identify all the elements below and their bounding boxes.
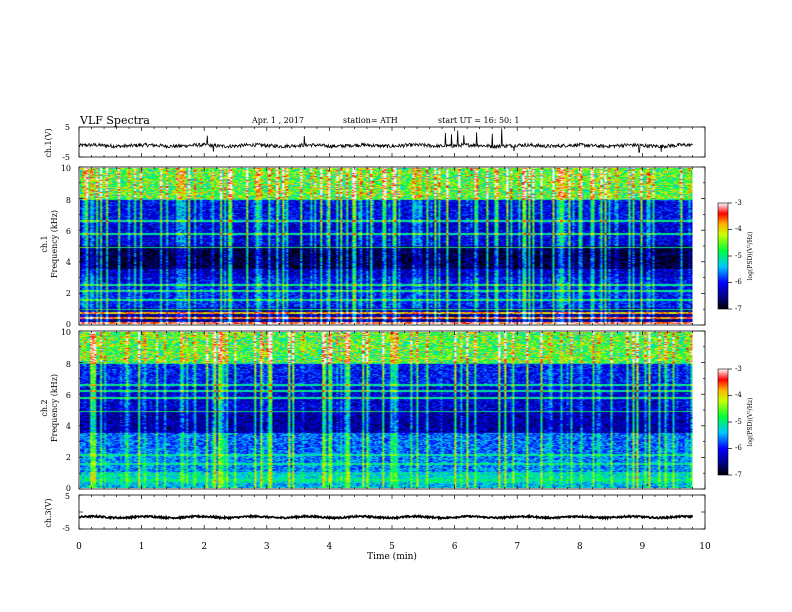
ch1-waveform-panel: 5 -5 ch.1(V) [44, 123, 706, 162]
time-tick-1: 1 [139, 542, 145, 552]
ch1-spectrogram-channel-label: ch.1 [40, 235, 49, 252]
time-axis: 0 1 2 3 4 5 6 7 8 9 10 Time (min) [76, 542, 711, 562]
ch2-spectrogram-ticks [78, 330, 706, 490]
ch2-colorbar-gradient [717, 368, 729, 476]
ch1-spectrogram-panel: 10 8 6 4 2 0 ch.1 Frequency (kHz) [40, 164, 706, 329]
time-tick-10: 10 [699, 542, 711, 552]
time-tick-2: 2 [201, 542, 207, 552]
ch1-waveform-ticks [78, 126, 706, 158]
ch2-freq-tick-0: 0 [66, 484, 71, 493]
ch2-freq-tick-2: 2 [66, 453, 71, 462]
ch1-cb-tick-neg7: -7 [735, 305, 742, 313]
ch2-spectrogram-panel: 10 8 6 4 2 0 ch.2 Frequency (kHz) [40, 328, 706, 493]
ch1-waveform-frame [78, 126, 706, 158]
time-tick-3: 3 [264, 542, 270, 552]
ch1-cb-tick-neg5: -5 [735, 252, 742, 260]
time-tick-8: 8 [577, 542, 583, 552]
ch3-waveform-trace [78, 513, 694, 521]
time-tick-5: 5 [389, 542, 395, 552]
ch1-colorbar-gradient [717, 202, 729, 310]
ch2-freq-tick-4: 4 [66, 422, 71, 431]
ch1-spectrogram-image [80, 168, 693, 324]
ch1-freq-tick-8: 8 [66, 196, 71, 205]
ch1-colorbar-ticks [728, 202, 732, 310]
ch2-freq-tick-6: 6 [66, 391, 71, 400]
ch1-cb-tick-neg6: -6 [735, 278, 742, 286]
date-label: Apr. 1 , 2017 [251, 116, 304, 125]
ch3-waveform-frame [78, 494, 706, 530]
time-tick-6: 6 [452, 542, 458, 552]
ch2-cb-tick-neg5: -5 [735, 418, 742, 426]
ch2-cb-tick-neg6: -6 [735, 444, 742, 452]
ch2-colorbar: -3 -4 -5 -6 -7 log(PSD)(V²/Hz) [717, 365, 754, 479]
time-tick-9: 9 [640, 542, 646, 552]
time-tick-0: 0 [76, 542, 82, 552]
ch1-freq-tick-2: 2 [66, 289, 71, 298]
start-time-label: start UT = 16: 50: 1 [438, 116, 519, 125]
ch3-ytick-neg5: -5 [62, 524, 70, 533]
ch2-spectrogram-channel-label: ch.2 [40, 399, 49, 416]
ch1-colorbar: -3 -4 -5 -6 -7 log(PSD)(V²/Hz) [717, 199, 754, 313]
ch1-ytick-neg5: -5 [62, 153, 70, 162]
time-axis-label: Time (min) [367, 551, 417, 562]
ch2-cb-tick-neg7: -7 [735, 471, 742, 479]
ch1-cb-tick-neg3: -3 [735, 199, 742, 207]
ch2-spectrogram-image [80, 332, 693, 488]
time-tick-4: 4 [327, 542, 333, 552]
ch2-freq-tick-8: 8 [66, 360, 71, 369]
ch1-ylabel: ch.1(V) [44, 128, 53, 157]
ch1-freq-tick-4: 4 [66, 258, 71, 267]
ch2-freq-tick-10: 10 [61, 328, 71, 337]
ch1-cb-tick-neg4: -4 [735, 225, 742, 233]
ch2-colorbar-ticks [728, 368, 732, 476]
station-label: station= ATH [343, 116, 398, 125]
time-tick-7: 7 [514, 542, 520, 552]
ch2-spectrogram-ylabel: Frequency (kHz) [50, 374, 59, 442]
ch1-ytick-5: 5 [65, 123, 70, 132]
ch3-ytick-5: 5 [65, 492, 70, 501]
ch2-colorbar-label: log(PSD)(V²/Hz) [747, 398, 754, 447]
ch2-cb-tick-neg3: -3 [735, 365, 742, 373]
ch3-waveform-ticks [78, 494, 706, 530]
ch3-ylabel: ch.3(V) [44, 498, 53, 527]
figure-title: VLF Spectra [79, 114, 150, 127]
ch1-freq-tick-6: 6 [66, 227, 71, 236]
ch1-freq-tick-10: 10 [61, 164, 71, 173]
ch2-cb-tick-neg4: -4 [735, 391, 742, 399]
ch3-waveform-panel: 5 -5 ch.3(V) [44, 492, 706, 533]
ch1-spectrogram-ylabel: Frequency (kHz) [50, 210, 59, 278]
ch1-colorbar-label: log(PSD)(V²/Hz) [747, 232, 754, 281]
ch1-waveform-trace [78, 128, 693, 153]
ch1-spectrogram-ticks [78, 166, 706, 326]
ch1-freq-tick-0: 0 [66, 320, 71, 329]
